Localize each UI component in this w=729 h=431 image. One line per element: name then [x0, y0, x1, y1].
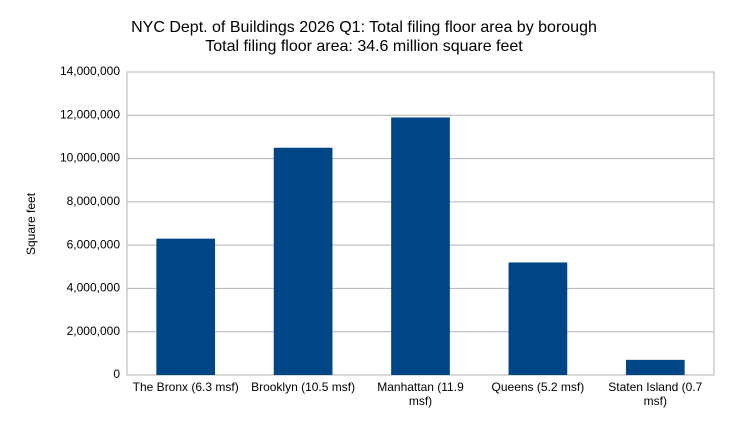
chart-subtitle: Total filing floor area: 34.6 million sq…	[205, 38, 523, 55]
x-tick-label-box: Staten Island (0.7 msf)	[608, 380, 703, 408]
x-tick-label-box: The Bronx (6.3 msf)	[132, 380, 239, 394]
chart-title: NYC Dept. of Buildings 2026 Q1: Total fi…	[131, 19, 597, 36]
x-tick-label-box: Queens (5.2 msf)	[491, 380, 585, 394]
x-tick-label: Manhattan (11.9 msf)	[377, 380, 464, 408]
y-tick-label: 2,000,000	[67, 324, 121, 338]
y-tick-label: 4,000,000	[67, 281, 121, 295]
x-tick-label: Staten Island (0.7 msf)	[608, 380, 703, 408]
bar	[156, 238, 216, 375]
x-tick-label-box: Brooklyn (10.5 msf)	[251, 380, 356, 394]
y-tick-label: 6,000,000	[67, 237, 121, 251]
x-tick-label: Queens (5.2 msf)	[491, 380, 585, 394]
y-tick-label: 8,000,000	[67, 194, 121, 208]
bar	[508, 262, 568, 375]
y-tick-label: 12,000,000	[60, 107, 120, 121]
x-tick-label: The Bronx (6.3 msf)	[132, 380, 239, 394]
bar	[625, 359, 685, 375]
y-tick-label: 0	[113, 367, 120, 381]
y-tick-label: 14,000,000	[60, 64, 120, 78]
x-tick-label-box: Manhattan (11.9 msf)	[377, 380, 464, 408]
bar	[391, 117, 450, 375]
y-axis-label: Square feet	[24, 192, 38, 255]
y-tick-label: 10,000,000	[60, 151, 120, 165]
x-tick-label: Brooklyn (10.5 msf)	[251, 380, 356, 394]
bar	[273, 147, 333, 375]
